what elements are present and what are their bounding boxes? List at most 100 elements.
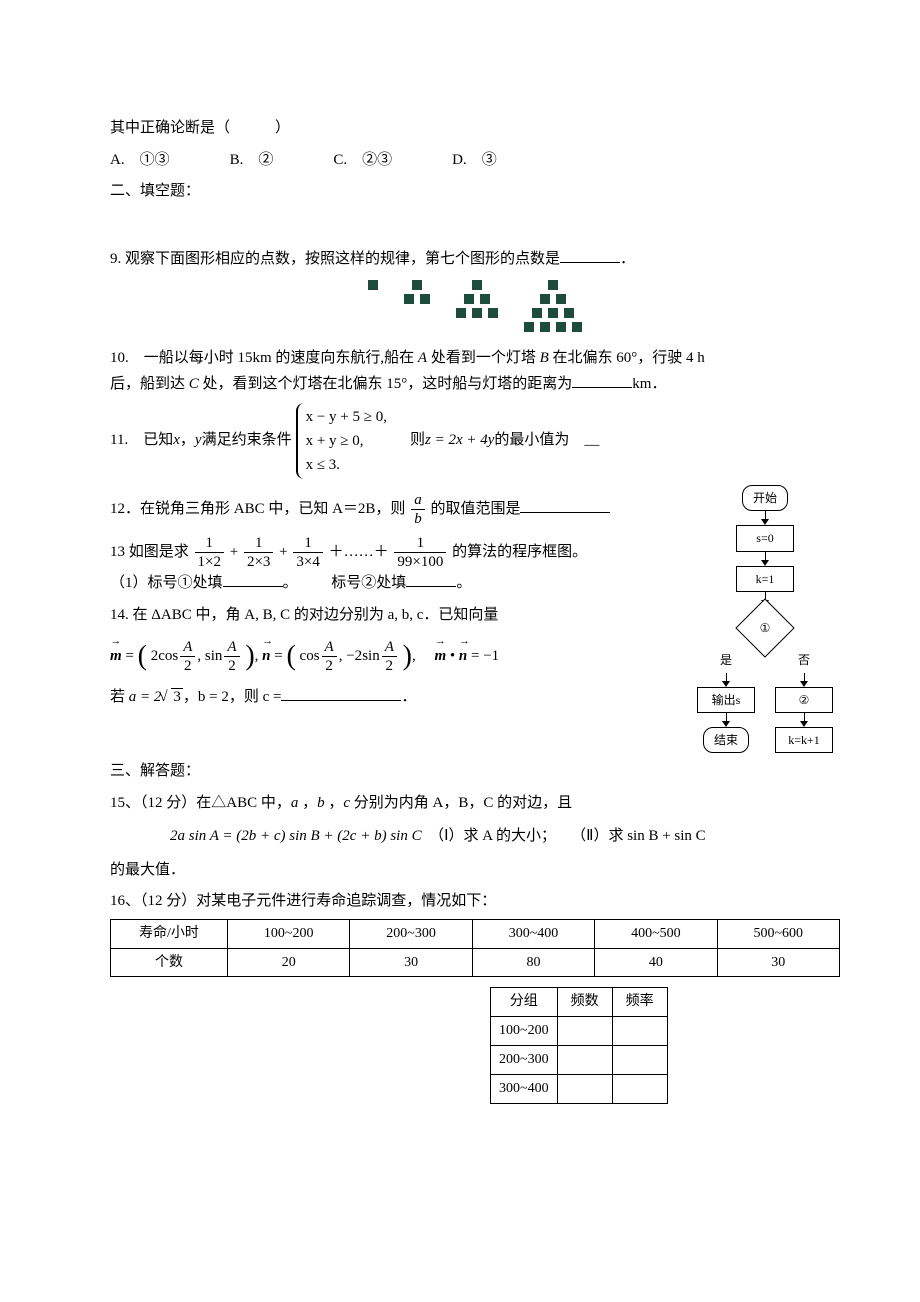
q11-post2: 的最小值为 __ — [494, 428, 599, 454]
q9-blank — [560, 247, 620, 263]
table-row: 分组频数频率 — [491, 988, 668, 1017]
table-cell: 300~400 — [491, 1074, 558, 1103]
q15-a: a — [291, 795, 299, 811]
m-comp2: sinA2 — [205, 648, 242, 664]
table-row: 100~200 — [491, 1017, 668, 1046]
q15-eq-line: 2a sin A = (2b + c) sin B + (2c + b) sin… — [170, 824, 840, 850]
q13-flowchart: 开始 s=0 k=1 ① 是 输出s 结束 否 ② k=k+1 — [690, 485, 840, 753]
q15-tail: 的最大值． — [110, 862, 185, 878]
q10-C: C — [189, 376, 199, 392]
q13-t1d: 1×2 — [195, 553, 224, 571]
pyramid-figure — [368, 280, 378, 332]
q9: 9. 观察下面图形相应的点数，按照这样的规律，第七个图形的点数是 ． — [110, 247, 840, 273]
table-cell: 个数 — [111, 948, 228, 977]
q10-B: B — [540, 350, 549, 366]
q13-s2a: 标号②处填 — [331, 575, 406, 591]
table-cell: 20 — [228, 948, 350, 977]
q15-p2: （Ⅱ）求 sin B + sin C — [579, 828, 706, 844]
q13-t4: 199×100 — [394, 534, 446, 571]
q14-vectors: m = ( 2cosA2, sinA2 ), n = ( cosA2, −2si… — [110, 638, 680, 675]
q15: 15、（12 分）在△ABC 中，a ，b ，c 分别为内角 A，B，C 的对边… — [110, 791, 840, 884]
table-cell: 200~300 — [491, 1046, 558, 1075]
q9-text: 9. 观察下面图形相应的点数，按照这样的规律，第七个图形的点数是 — [110, 251, 560, 267]
q15-eq: 2a sin A = (2b + c) sin B + (2c + b) sin… — [170, 828, 422, 844]
table-cell: 40 — [595, 948, 717, 977]
q14-given-pre: 若 — [110, 689, 129, 705]
q13-t2n: 1 — [244, 534, 273, 553]
q14-blank — [281, 685, 401, 701]
q16-table1: 寿命/小时100~200200~300300~400400~500500~600… — [110, 919, 840, 978]
q16-table2: 分组频数频率100~200200~300300~400 — [490, 987, 668, 1103]
q12-frac: a b — [411, 491, 425, 528]
q11: 11. 已知 x ， y 满足约束条件 x − y + 5 ≥ 0, x + y… — [110, 403, 840, 479]
q16-head: 16、（12 分）对某电子元件进行寿命追踪调查，情况如下： — [110, 889, 840, 915]
q10-l2b: 处，看到这个灯塔在北偏东 15°，这时船与灯塔的距离为 — [199, 376, 573, 392]
q10-l1b: 处看到一个灯塔 — [427, 350, 540, 366]
fc-out: 输出s — [697, 687, 755, 713]
q13-s1a: （1）标号①处填 — [110, 575, 223, 591]
q13-t3n: 1 — [293, 534, 322, 553]
q12-14-text: 12．在锐角三角形 ABC 中，已知 A＝2B，则 a b 的取值范围是 13 … — [110, 485, 680, 717]
m-comma: , — [197, 648, 205, 664]
table-row: 个数2030804030 — [111, 948, 840, 977]
q9-figures — [110, 280, 840, 332]
fc-start: 开始 — [742, 485, 788, 511]
q14-dotprod: = −1 — [467, 648, 499, 664]
q13: 13 如图是求 11×2 + 12×3 + 13×4 ＋……＋ 199×100 … — [110, 534, 680, 597]
q11-mid2: 满足约束条件 — [202, 428, 292, 454]
fc-no: 否 — [798, 650, 810, 670]
q15-p1: （Ⅰ）求 A 的大小； — [437, 828, 549, 844]
fc-end: 结束 — [703, 727, 749, 753]
q11-post1: 则 — [395, 428, 425, 454]
table-cell — [557, 1046, 612, 1075]
q10-A: A — [418, 350, 427, 366]
q-prev-stem: 其中正确论断是（ ） — [110, 116, 840, 142]
q13-t3d: 3×4 — [293, 553, 322, 571]
opt-a: A. ①③ — [110, 148, 170, 174]
q13-post: 的算法的程序框图。 — [452, 544, 587, 560]
q13-s2b: 。 — [456, 575, 471, 591]
table-cell — [612, 1017, 667, 1046]
pyramid-figure — [456, 280, 498, 332]
q13-t4d: 99×100 — [394, 553, 446, 571]
q14-line1: 14. 在 ΔABC 中，角 A, B, C 的对边分别为 a, b, c．已知… — [110, 603, 680, 629]
q14-eq1: = — [122, 648, 138, 664]
table-cell — [612, 1074, 667, 1103]
fc-k1: k=1 — [736, 566, 794, 592]
vec-m2: m — [434, 642, 446, 670]
table-cell: 500~600 — [717, 919, 839, 948]
q13-sub: （1）标号①处填。 标号②处填。 — [110, 571, 680, 597]
fc-upd: ② — [775, 687, 833, 713]
q10-blank — [572, 372, 632, 388]
table-row: 200~300 — [491, 1046, 668, 1075]
q11-c1: x − y + 5 ≥ 0, — [306, 405, 387, 429]
q10: 10. 一船以每小时 15km 的速度向东航行,船在 A 处看到一个灯塔 B 在… — [110, 346, 840, 397]
vec-n: n — [262, 642, 270, 670]
opt-d: D. ③ — [452, 148, 497, 174]
n-comp1: cosA2 — [300, 648, 339, 664]
table-header-cell: 频率 — [612, 988, 667, 1017]
table-cell: 寿命/小时 — [111, 919, 228, 948]
q15-b: b — [317, 795, 325, 811]
q11-expr: z = 2x + 4y — [425, 428, 494, 454]
table-cell: 30 — [350, 948, 472, 977]
q13-blank1 — [223, 571, 283, 587]
q13-blank2 — [406, 571, 456, 587]
table-cell: 100~200 — [228, 919, 350, 948]
table-cell: 400~500 — [595, 919, 717, 948]
q10-unit: km． — [632, 376, 666, 392]
section2-title: 二、填空题： — [110, 179, 840, 205]
q12-post: 的取值范围是 — [430, 501, 520, 517]
q13-t1n: 1 — [195, 534, 224, 553]
q14-a-eq: a = 2 — [129, 689, 162, 705]
q9-period: ． — [620, 251, 635, 267]
q-prev-options: A. ①③ B. ② C. ②③ D. ③ — [110, 148, 840, 174]
q12-den: b — [414, 511, 422, 527]
q14-period: ． — [401, 689, 416, 705]
fc-cond: ① — [728, 606, 802, 650]
q11-cases: x − y + 5 ≥ 0, x + y ≥ 0, x ≤ 3. — [296, 403, 391, 479]
q12-pre: 12．在锐角三角形 ABC 中，已知 A＝2B，则 — [110, 501, 409, 517]
table-row: 300~400 — [491, 1074, 668, 1103]
n-comp2: −2sinA2 — [346, 648, 399, 664]
q11-c2: x + y ≥ 0, — [306, 429, 387, 453]
